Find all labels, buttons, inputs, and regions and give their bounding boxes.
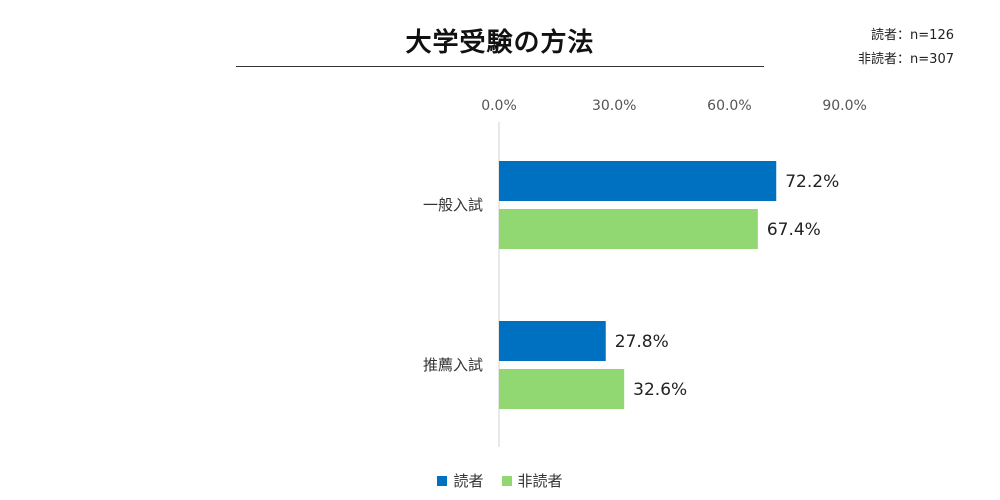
legend-item-nonreaders: 非読者 [501,470,563,491]
legend-label-nonreaders: 非読者 [517,472,563,490]
legend-label-readers: 読者 [453,472,484,490]
data-label: 72.2% [785,172,839,192]
x-tick-label: 90.0% [822,98,866,114]
category-label: 一般入試 [423,196,483,214]
bar-nonreaders [499,209,758,249]
title-underline [236,66,764,67]
bar-nonreaders [499,369,625,409]
legend: 読者 非読者 [0,470,1000,491]
sample-note-nonreaders: 非読者：n=307 [858,52,954,67]
data-label: 32.6% [633,380,687,400]
x-tick-label: 60.0% [707,98,751,114]
category-label: 推薦入試 [423,356,483,374]
chart-title: 大学受験の方法 [405,28,595,58]
bar-readers [499,321,606,361]
legend-item-readers: 読者 [437,470,484,491]
x-tick-label: 0.0% [481,98,517,114]
legend-swatch-readers [437,475,448,486]
data-label: 67.4% [767,220,821,240]
bar-readers [499,161,777,201]
x-tick-label: 30.0% [592,98,636,114]
data-label: 27.8% [615,332,669,352]
sample-note-readers: 読者：n=126 [871,28,954,43]
legend-swatch-nonreaders [501,475,512,486]
